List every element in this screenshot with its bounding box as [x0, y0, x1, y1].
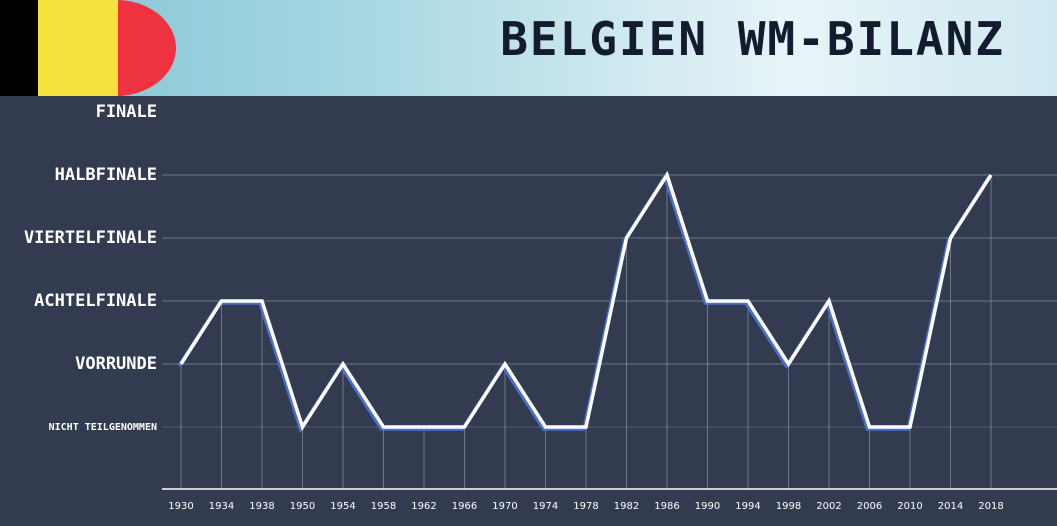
x-tick-label: 1974	[533, 501, 558, 512]
x-tick-label: 1982	[614, 501, 639, 512]
x-tick-label: 1986	[654, 501, 679, 512]
x-tick-label: 2014	[938, 501, 963, 512]
x-tick-label: 1998	[776, 501, 801, 512]
y-tick-label: NICHT TEILGENOMMEN	[49, 422, 157, 433]
y-tick-label: VORRUNDE	[75, 354, 157, 374]
series-line-shadow	[177, 172, 991, 434]
flag-band	[38, 0, 118, 96]
x-tick-label: 1994	[735, 501, 760, 512]
y-tick-label: ACHTELFINALE	[34, 291, 157, 311]
x-tick-label: 2006	[857, 501, 882, 512]
flag-band	[118, 0, 176, 96]
x-tick-label: 1934	[209, 501, 234, 512]
x-tick-label: 2002	[816, 501, 841, 512]
chart-area: NICHT TEILGENOMMEN VORRUNDE ACHTELFINALE VI…	[0, 96, 1057, 526]
line-chart: NICHT TEILGENOMMEN VORRUNDE ACHTELFINALE VI…	[24, 102, 1057, 512]
header-banner: BELGIEN WM-BILANZ	[0, 0, 1057, 96]
x-tick-label: 1958	[371, 501, 396, 512]
x-tick-label: 1990	[695, 501, 720, 512]
x-tick-label: 1966	[452, 501, 477, 512]
x-tick-label: 1938	[249, 501, 274, 512]
y-tick-label: FINALE	[96, 102, 157, 122]
page-title: BELGIEN WM-BILANZ	[500, 12, 1005, 66]
belgium-flag-icon	[0, 0, 176, 96]
x-tick-label: 1970	[492, 501, 517, 512]
flag-band	[0, 0, 38, 96]
y-tick-label: VIERTELFINALE	[24, 228, 157, 248]
series-line	[179, 170, 993, 432]
x-tick-label: 2018	[978, 501, 1003, 512]
x-tick-label: 1950	[290, 501, 315, 512]
y-tick-label: HALBFINALE	[55, 165, 157, 185]
x-tick-label: 2010	[897, 501, 922, 512]
x-tick-label: 1978	[573, 501, 598, 512]
x-tick-label: 1962	[411, 501, 436, 512]
x-tick-label: 1930	[168, 501, 193, 512]
x-tick-label: 1954	[330, 501, 355, 512]
